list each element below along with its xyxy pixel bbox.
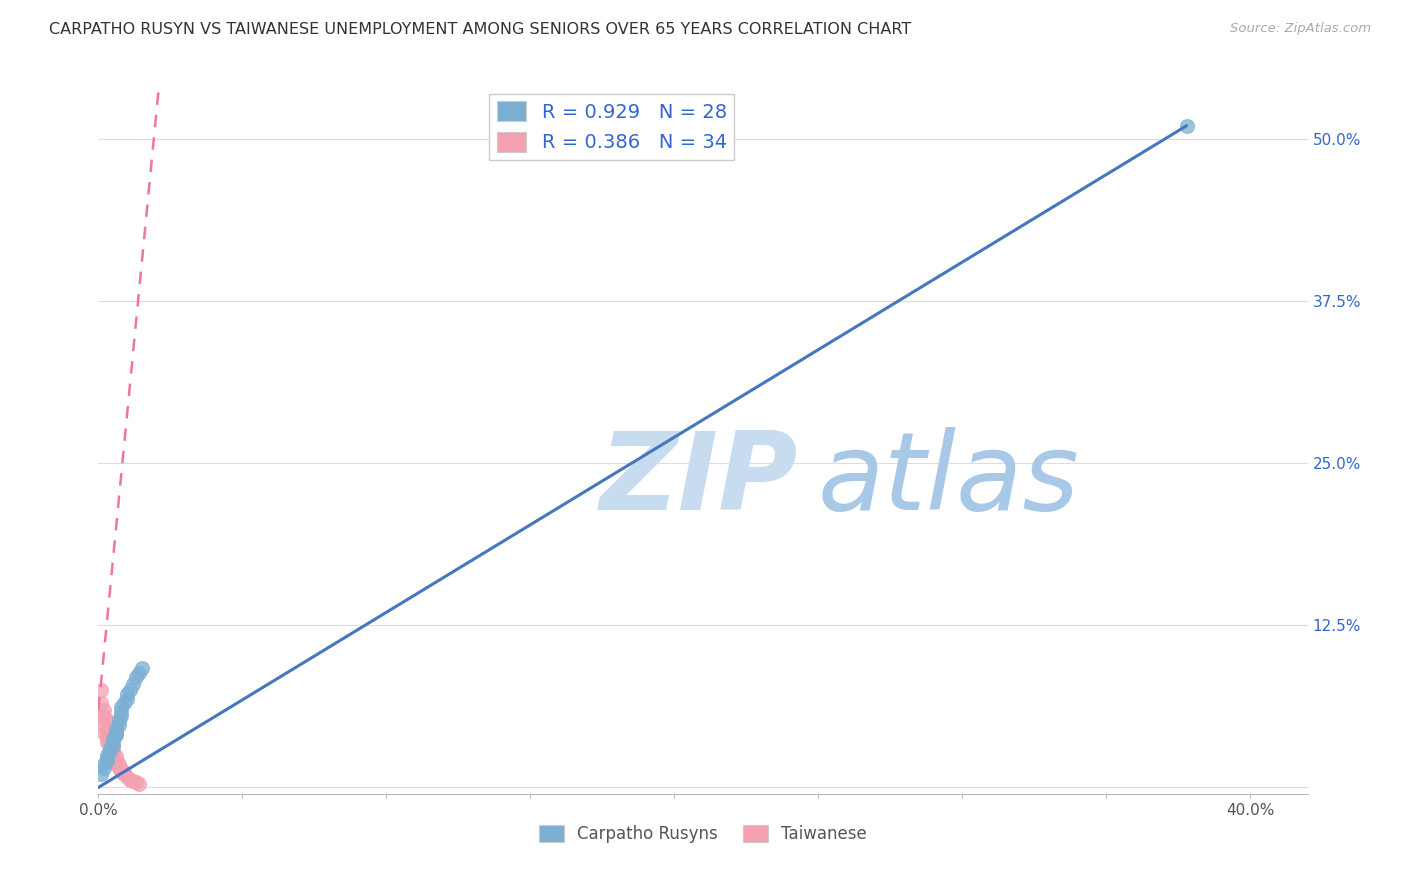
Point: [110, 700, 132, 714]
Point: [96, 747, 118, 762]
Point: [98, 729, 121, 743]
Point: [125, 775, 148, 789]
Point: [131, 661, 153, 675]
Point: [112, 696, 135, 710]
Point: [96, 718, 118, 732]
Point: [96, 731, 118, 745]
Point: [93, 718, 115, 732]
Point: [107, 713, 129, 727]
Point: [125, 670, 148, 684]
Point: [104, 749, 127, 764]
Point: [96, 752, 118, 766]
Point: [122, 676, 145, 690]
Point: [104, 726, 127, 740]
Point: [96, 713, 118, 727]
Point: [98, 739, 121, 753]
Point: [101, 752, 124, 766]
Point: [96, 735, 118, 749]
Point: [115, 687, 138, 701]
Point: [101, 735, 124, 749]
Point: [120, 772, 142, 787]
Point: [104, 722, 127, 736]
Point: [93, 761, 115, 775]
Point: [107, 718, 129, 732]
Point: [1175, 119, 1198, 133]
Point: [122, 773, 145, 788]
Point: [110, 709, 132, 723]
Point: [101, 731, 124, 745]
Point: [90, 709, 112, 723]
Point: [107, 757, 129, 772]
Point: [101, 739, 124, 753]
Point: [93, 726, 115, 740]
Text: CARPATHO RUSYN VS TAIWANESE UNEMPLOYMENT AMONG SENIORS OVER 65 YEARS CORRELATION: CARPATHO RUSYN VS TAIWANESE UNEMPLOYMENT…: [49, 22, 911, 37]
Point: [98, 733, 121, 747]
Point: [115, 692, 138, 706]
Point: [107, 761, 129, 775]
Point: [101, 747, 124, 762]
Point: [90, 696, 112, 710]
Point: [104, 755, 127, 769]
Point: [110, 764, 132, 779]
Point: [110, 705, 132, 719]
Point: [96, 755, 118, 769]
Point: [93, 709, 115, 723]
Point: [104, 729, 127, 743]
Point: [101, 744, 124, 758]
Point: [98, 744, 121, 758]
Point: [98, 741, 121, 756]
Point: [96, 726, 118, 740]
Text: atlas: atlas: [818, 427, 1080, 533]
Point: [104, 757, 127, 772]
Point: [98, 744, 121, 758]
Point: [101, 739, 124, 753]
Point: [93, 702, 115, 716]
Text: Source: ZipAtlas.com: Source: ZipAtlas.com: [1230, 22, 1371, 36]
Point: [128, 776, 150, 790]
Point: [90, 683, 112, 698]
Point: [120, 683, 142, 698]
Point: [90, 767, 112, 781]
Legend: Carpatho Rusyns, Taiwanese: Carpatho Rusyns, Taiwanese: [533, 818, 873, 850]
Text: ZIP: ZIP: [600, 427, 799, 533]
Point: [128, 666, 150, 681]
Point: [112, 764, 135, 779]
Point: [93, 757, 115, 772]
Point: [110, 762, 132, 776]
Point: [115, 770, 138, 784]
Point: [112, 767, 135, 781]
